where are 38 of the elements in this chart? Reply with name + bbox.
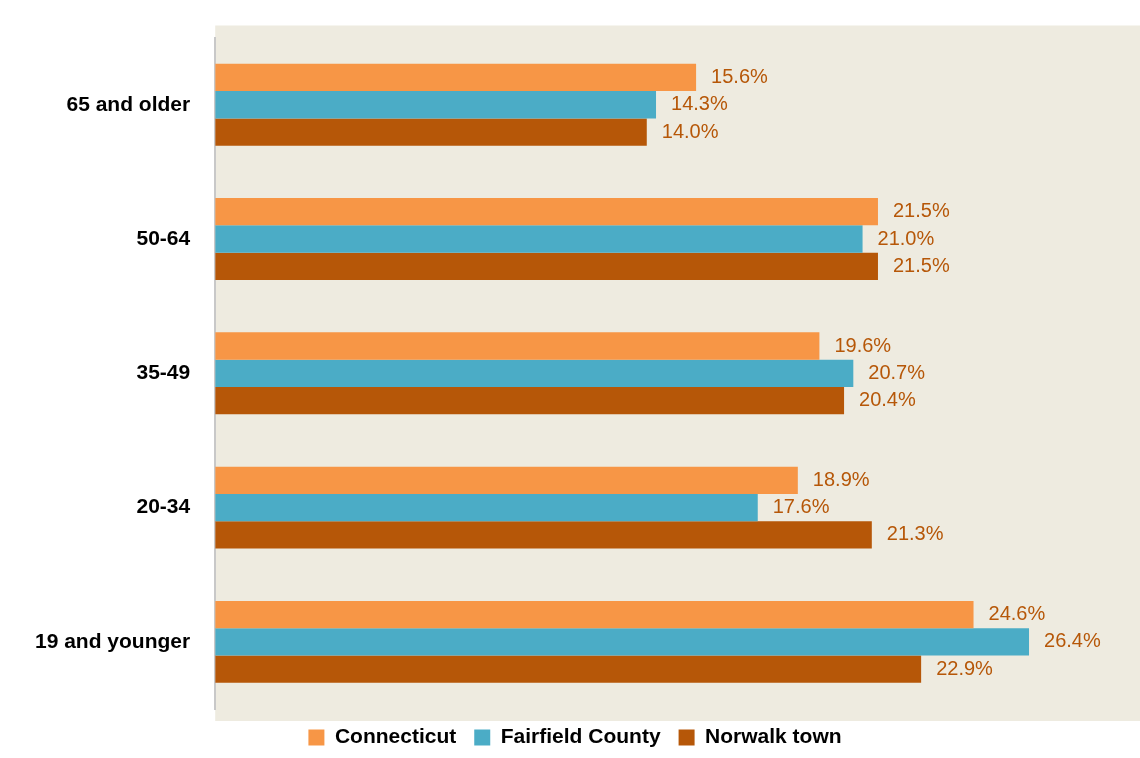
data-label: 21.5%: [892, 253, 950, 276]
data-label: 15.6%: [711, 64, 769, 87]
bar: [215, 118, 647, 146]
data-label: 17.6%: [772, 495, 830, 518]
legend-label: Norwalk town: [705, 724, 842, 748]
legend-label: Connecticut: [334, 724, 457, 748]
data-label: 14.0%: [661, 119, 719, 142]
bar: [215, 466, 798, 494]
y-tick-label: 35-49: [136, 360, 191, 384]
bar: [215, 252, 878, 280]
legend-label: Fairfield County: [500, 724, 661, 748]
data-label: 22.9%: [936, 656, 994, 679]
data-label: 20.4%: [859, 388, 916, 411]
data-label: 26.4%: [1044, 629, 1101, 652]
data-label: 21.0%: [877, 226, 935, 249]
data-label: 19.6%: [834, 333, 892, 356]
data-label: 21.3%: [886, 522, 944, 545]
y-tick-label: 19 and younger: [35, 628, 191, 652]
bar: [215, 91, 657, 119]
data-label: 14.3%: [671, 92, 728, 115]
bar: [215, 521, 872, 549]
bar: [215, 628, 1030, 656]
data-label: 18.9%: [812, 467, 870, 490]
data-label: 21.5%: [892, 199, 950, 222]
bar: [215, 63, 697, 92]
bar: [215, 493, 758, 522]
bar: [215, 386, 845, 415]
bar: [215, 359, 854, 387]
bar: [215, 655, 922, 683]
bar: [215, 198, 878, 226]
bar: [215, 225, 863, 253]
bar: [215, 332, 820, 360]
bar: [215, 600, 974, 629]
data-label: 20.7%: [868, 360, 926, 383]
y-tick-label: 20-34: [136, 494, 191, 518]
y-tick-label: 65 and older: [66, 91, 191, 115]
y-tick-label: 50-64: [136, 225, 191, 249]
data-label: 24.6%: [988, 602, 1046, 625]
